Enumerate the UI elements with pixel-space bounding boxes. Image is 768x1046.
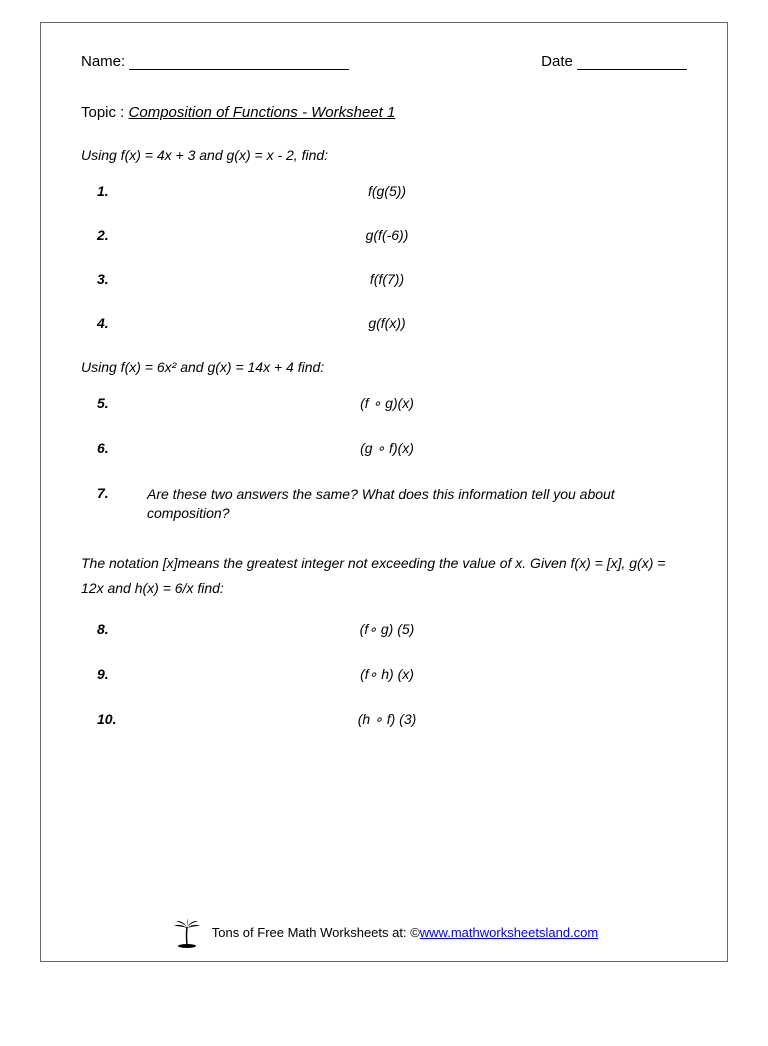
footer-text: Tons of Free Math Worksheets at: © [212, 925, 420, 940]
question-5: 5. (f ∘ g)(x) [81, 395, 687, 412]
section1-intro: Using f(x) = 4x + 3 and g(x) = x - 2, fi… [81, 147, 687, 163]
date-label: Date [541, 53, 573, 70]
q5-expr: (f ∘ g)(x) [147, 395, 687, 412]
q6-expr: (g ∘ f)(x) [147, 440, 687, 457]
question-2: 2. g(f(-6)) [81, 227, 687, 243]
topic-row: Topic : Composition of Functions - Works… [81, 104, 687, 121]
topic-title: Composition of Functions - Worksheet 1 [129, 104, 396, 121]
q3-num: 3. [81, 271, 147, 287]
q9-num: 9. [81, 666, 147, 682]
date-field: Date [541, 53, 687, 70]
question-6: 6. (g ∘ f)(x) [81, 440, 687, 457]
q4-num: 4. [81, 315, 147, 331]
q10-expr: (h ∘ f) (3) [147, 711, 687, 728]
q1-expr: f(g(5)) [147, 183, 687, 199]
name-blank[interactable] [129, 55, 349, 70]
palm-tree-icon [170, 915, 204, 949]
question-3: 3. f(f(7)) [81, 271, 687, 287]
section2-intro: Using f(x) = 6x² and g(x) = 14x + 4 find… [81, 359, 687, 375]
name-field: Name: [81, 53, 349, 70]
question-4: 4. g(f(x)) [81, 315, 687, 331]
q7-text: Are these two answers the same? What doe… [147, 485, 687, 523]
q4-expr: g(f(x)) [147, 315, 687, 331]
header-row: Name: Date [81, 53, 687, 70]
question-9: 9. (f∘ h) (x) [81, 666, 687, 683]
q2-expr: g(f(-6)) [147, 227, 687, 243]
q2-num: 2. [81, 227, 147, 243]
footer-link[interactable]: www.mathworksheetsland.com [420, 925, 598, 940]
date-blank[interactable] [577, 55, 687, 70]
q3-expr: f(f(7)) [147, 271, 687, 287]
q9-expr: (f∘ h) (x) [147, 666, 687, 683]
topic-label: Topic : [81, 104, 124, 121]
section3-intro: The notation [x]means the greatest integ… [81, 551, 687, 601]
q7-num: 7. [81, 485, 147, 501]
name-label: Name: [81, 53, 125, 70]
q1-num: 1. [81, 183, 147, 199]
question-8: 8. (f∘ g) (5) [81, 621, 687, 638]
q10-num: 10. [81, 711, 147, 727]
q5-num: 5. [81, 395, 147, 411]
worksheet-page: Name: Date Topic : Composition of Functi… [40, 22, 728, 962]
question-7: 7. Are these two answers the same? What … [81, 485, 687, 523]
footer: Tons of Free Math Worksheets at: © www.m… [41, 915, 727, 949]
question-1: 1. f(g(5)) [81, 183, 687, 199]
question-10: 10. (h ∘ f) (3) [81, 711, 687, 728]
q6-num: 6. [81, 440, 147, 456]
q8-expr: (f∘ g) (5) [147, 621, 687, 638]
q8-num: 8. [81, 621, 147, 637]
